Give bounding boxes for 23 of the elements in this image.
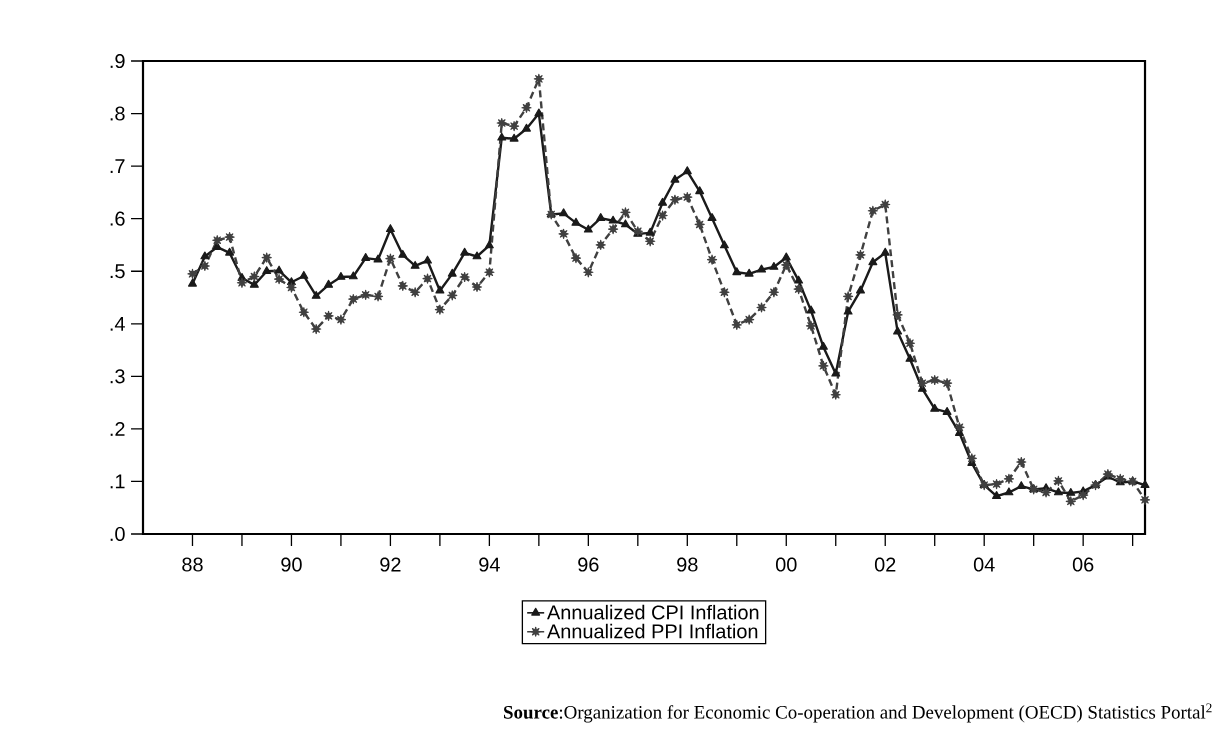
legend-label: Annualized PPI Inflation xyxy=(547,623,758,639)
x-tick-label: 02 xyxy=(874,557,896,572)
legend-label: Annualized CPI Inflation xyxy=(547,604,759,620)
y-tick-label: .6 xyxy=(110,211,125,226)
x-tick-label: 94 xyxy=(479,557,500,572)
x-tick-label: 92 xyxy=(380,557,401,572)
y-tick-label: .1 xyxy=(110,474,125,489)
y-tick-label: .8 xyxy=(110,106,125,121)
x-tick-label: 88 xyxy=(182,557,203,572)
x-tick-label: 96 xyxy=(578,557,599,572)
y-tick-label: .4 xyxy=(110,316,125,331)
y-tick-label: .2 xyxy=(110,421,125,436)
x-tick-label: 04 xyxy=(973,557,995,572)
x-tick-label: 06 xyxy=(1072,557,1094,572)
y-tick-label: .3 xyxy=(110,369,125,384)
x-tick-label: 90 xyxy=(281,557,302,572)
y-tick-label: .7 xyxy=(110,159,125,173)
x-tick-label: 98 xyxy=(677,557,698,572)
x-tick-label: 00 xyxy=(775,557,797,572)
y-tick-label: .9 xyxy=(110,53,125,69)
text: Source:Organization for Economic Co-operation and Development (OECD) Statistics Portal$^{2}$ xyxy=(504,703,1212,723)
y-tick-label: .0 xyxy=(110,526,125,542)
y-tick-label: .5 xyxy=(110,264,125,279)
